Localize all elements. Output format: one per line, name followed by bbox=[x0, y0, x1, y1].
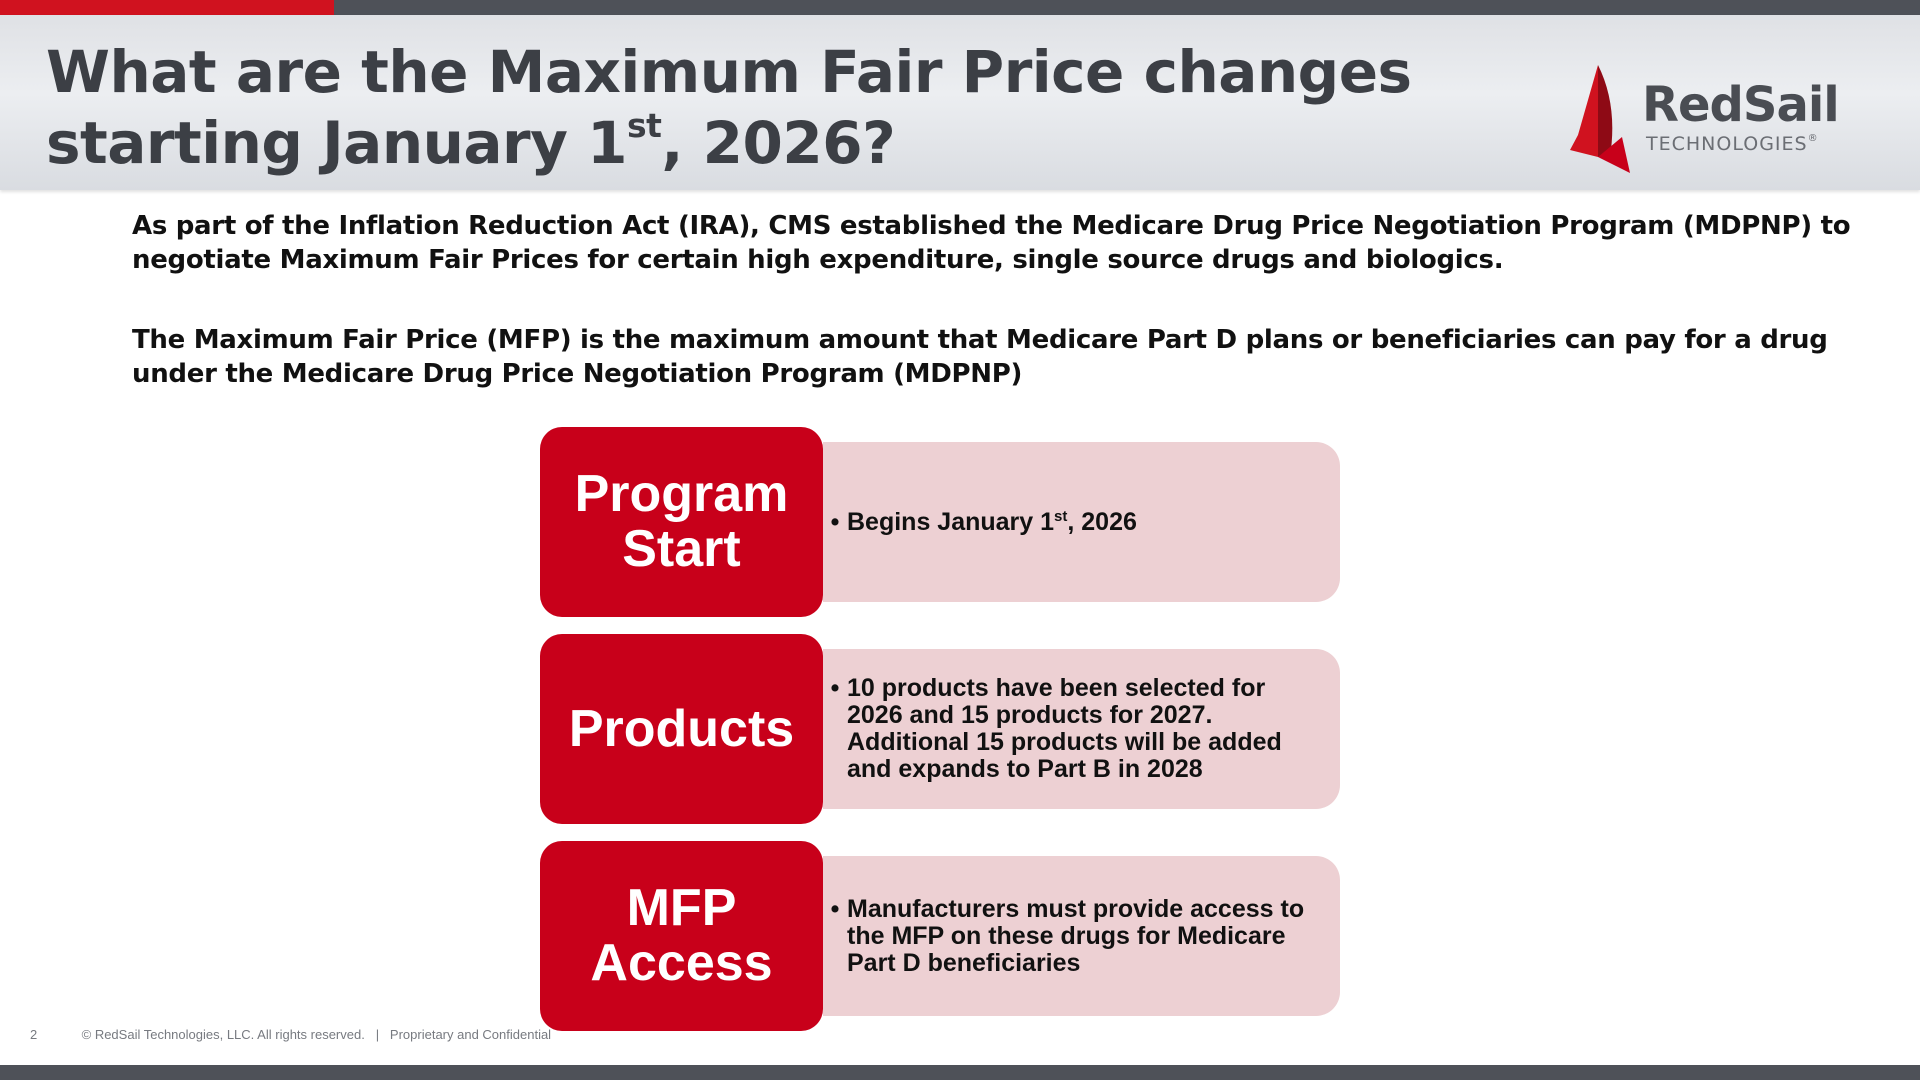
top-bar-accent bbox=[0, 0, 334, 15]
row-body-program-start: • Begins January 1st, 2026 bbox=[823, 442, 1340, 602]
sail-icon bbox=[1570, 65, 1630, 173]
title-ordinal-suffix: st bbox=[627, 106, 662, 145]
row-program-start: Program Start • Begins January 1st, 2026 bbox=[540, 427, 1340, 617]
row-label-program-start: Program Start bbox=[540, 427, 823, 617]
intro-paragraph-mfp: The Maximum Fair Price (MFP) is the maxi… bbox=[132, 325, 1828, 389]
bullet-dot-icon: • bbox=[830, 674, 840, 702]
title-line-2-suffix: , 2026? bbox=[661, 109, 896, 177]
row-label-line-2: Access bbox=[590, 934, 773, 992]
logo-subtitle-text: TECHNOLOGIES bbox=[1646, 133, 1808, 155]
redsail-logo: RedSail TECHNOLOGIES® bbox=[1570, 45, 1850, 175]
title-line-2: starting January 1st, 2026? bbox=[46, 108, 1446, 179]
bullet-ordinal-suffix: st bbox=[1054, 507, 1068, 525]
logo-name: RedSail bbox=[1642, 77, 1840, 133]
logo-registered-mark: ® bbox=[1807, 133, 1819, 144]
row-label-line-1: Program bbox=[574, 465, 789, 523]
row-products: Products • 10 products have been selecte… bbox=[540, 634, 1340, 824]
bullet-item: • 10 products have been selected for 202… bbox=[823, 675, 1316, 783]
footer-copyright: © RedSail Technologies, LLC. All rights … bbox=[81, 1027, 365, 1042]
title-line-2-prefix: starting January 1 bbox=[46, 109, 628, 177]
footer-separator: | bbox=[375, 1027, 380, 1042]
intro-paragraph-ira: As part of the Inflation Reduction Act (… bbox=[132, 211, 1851, 275]
bullet-text-prefix: Begins January 1 bbox=[847, 507, 1055, 536]
row-body-mfp-access: • Manufacturers must provide access to t… bbox=[823, 856, 1340, 1016]
info-rows: Program Start • Begins January 1st, 2026… bbox=[540, 427, 1340, 1032]
row-mfp-access: MFP Access • Manufacturers must provide … bbox=[540, 841, 1340, 1031]
row-label-products: Products bbox=[540, 634, 823, 824]
row-label-line-1: MFP bbox=[626, 879, 737, 937]
footer-confidential: Proprietary and Confidential bbox=[389, 1027, 552, 1042]
bullet-text: Manufacturers must provide access to the… bbox=[847, 894, 1305, 977]
title-line-1: What are the Maximum Fair Price changes bbox=[46, 38, 1412, 106]
bullet-dot-icon: • bbox=[830, 507, 840, 536]
bullet-item: • Manufacturers must provide access to t… bbox=[823, 894, 1316, 977]
bottom-bar bbox=[0, 1065, 1920, 1080]
bullet-item: • Begins January 1st, 2026 bbox=[823, 507, 1137, 536]
top-bar bbox=[0, 0, 1920, 15]
bullet-text: 10 products have been selected for 2026 … bbox=[847, 674, 1282, 783]
row-label-mfp-access: MFP Access bbox=[540, 841, 823, 1031]
row-body-products: • 10 products have been selected for 202… bbox=[823, 649, 1340, 809]
page-number: 2 bbox=[30, 1027, 38, 1042]
row-label-text: Products bbox=[568, 699, 795, 758]
row-label-line-2: Start bbox=[622, 520, 741, 578]
bullet-text-suffix: , 2026 bbox=[1067, 507, 1137, 536]
logo-subtitle: TECHNOLOGIES® bbox=[1646, 133, 1819, 155]
bullet-dot-icon: • bbox=[830, 894, 840, 923]
bullet-text: Begins January 1st, 2026 bbox=[847, 507, 1137, 536]
slide-title: What are the Maximum Fair Price changes … bbox=[46, 37, 1446, 179]
slide-footer: 2 © RedSail Technologies, LLC. All right… bbox=[30, 1027, 551, 1042]
slide-header: What are the Maximum Fair Price changes … bbox=[0, 15, 1920, 190]
